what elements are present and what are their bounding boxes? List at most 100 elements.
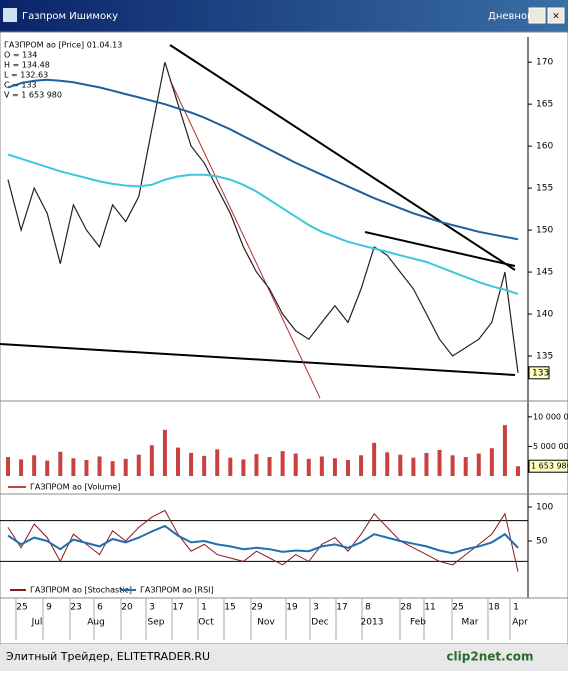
close-button[interactable] <box>547 7 565 24</box>
volume-bar <box>136 454 141 476</box>
day-label: 17 <box>172 603 183 613</box>
volume-bar <box>215 449 220 476</box>
volume-bar <box>293 453 298 476</box>
window-title: Газпром Ишимоку <box>22 11 118 22</box>
oscillator-line <box>7 509 519 572</box>
price-header: ГАЗПРОМ ao [Price] 01.04.13 <box>4 41 122 50</box>
last-price: 133 <box>532 368 549 378</box>
volume-bar <box>437 449 442 476</box>
trend-line <box>169 44 516 271</box>
day-label: 19 <box>286 603 298 613</box>
app-icon <box>3 8 17 22</box>
volume-bar <box>176 447 180 476</box>
legend-entry: ГАЗПРОМ ao [Volume] <box>30 483 120 492</box>
volume-bar <box>32 455 37 476</box>
day-label: 11 <box>424 603 435 613</box>
volume-bar <box>149 445 154 476</box>
month-label: Mar <box>462 618 479 628</box>
month-label: Oct <box>198 618 214 628</box>
volume-bar <box>411 457 416 476</box>
volume-bar <box>359 455 364 476</box>
month-label: Feb <box>410 618 426 628</box>
y-tick-label: 135 <box>536 352 553 362</box>
day-label: 29 <box>251 603 263 613</box>
ohlc-info: L = 132.63 <box>4 71 48 80</box>
close-icon: × <box>552 12 560 22</box>
month-label: Nov <box>257 618 275 628</box>
volume-bar <box>6 457 10 476</box>
day-label: 3 <box>313 603 319 613</box>
ohlc-info: O = 134 <box>4 51 37 60</box>
ohlc-info: V = 1 653 980 <box>4 91 62 100</box>
y-tick-label: 160 <box>536 142 553 152</box>
trend-line <box>169 79 321 399</box>
volume-bar <box>123 458 128 476</box>
y-tick-label: 165 <box>536 100 553 110</box>
volume-bar <box>71 458 76 476</box>
volume-bar <box>372 442 377 476</box>
last-price-box <box>528 366 550 380</box>
y-tick-label: 10 000 000 <box>533 412 568 421</box>
volume-bar <box>45 460 50 476</box>
volume-bar <box>489 448 494 476</box>
y-tick-label: 170 <box>536 58 553 68</box>
price-line <box>7 153 519 295</box>
month-label: 2013 <box>361 618 384 628</box>
y-tick-label: 50 <box>536 537 548 547</box>
last-volume-box <box>528 459 568 473</box>
legend-entry: ГАЗПРОМ ao [RSI] <box>140 586 214 595</box>
volume-bar <box>228 457 233 476</box>
month-label: Aug <box>87 618 105 628</box>
day-label: 25 <box>16 603 27 613</box>
volume-bar <box>97 456 102 476</box>
day-label: 23 <box>70 603 81 613</box>
volume-bar <box>58 451 63 476</box>
timeframe: Дневной <box>488 11 534 22</box>
footer-right: clip2net.com <box>446 650 533 664</box>
volume-bar <box>476 453 481 476</box>
day-label: 20 <box>121 603 133 613</box>
price-line <box>7 78 519 241</box>
last-volume: 1 653 980 <box>531 462 568 471</box>
volume-bar <box>84 460 89 476</box>
day-label: 1 <box>201 603 207 613</box>
y-tick-label: 145 <box>536 268 553 278</box>
volume-bar <box>267 457 272 476</box>
day-label: 3 <box>149 603 155 613</box>
volume-bar <box>110 461 115 476</box>
volume-bar <box>202 455 207 476</box>
legend-entry: ГАЗПРОМ ao [Stochastic] <box>30 586 132 595</box>
title-bar <box>0 0 568 32</box>
day-label: 9 <box>46 603 52 613</box>
volume-bar <box>319 456 324 476</box>
y-tick-label: 100 <box>536 503 553 513</box>
volume-bar <box>306 458 311 476</box>
volume-bar <box>502 425 507 476</box>
volume-bar <box>19 459 24 476</box>
volume-bar <box>241 459 246 476</box>
trend-line <box>0 343 516 376</box>
volume-bar <box>346 460 350 476</box>
chart-area <box>0 31 568 645</box>
volume-bar <box>516 466 520 476</box>
footer-left: Элитный Трейдер, ELITETRADER.RU <box>6 650 210 663</box>
ohlc-info: H = 134.48 <box>4 61 50 70</box>
month-label: Apr <box>512 618 528 628</box>
footer <box>0 644 568 671</box>
maximize-button[interactable] <box>528 7 546 24</box>
month-label: Dec <box>311 618 328 628</box>
volume-bar <box>424 452 429 476</box>
month-label: Sep <box>148 618 165 628</box>
day-label: 18 <box>488 603 500 613</box>
volume-bar <box>463 457 468 476</box>
volume-bar <box>385 452 390 476</box>
volume-bar <box>189 452 194 476</box>
oscillator-line <box>7 524 519 555</box>
volume-bar <box>280 451 285 476</box>
trend-line <box>364 231 516 267</box>
volume-bar <box>254 454 259 476</box>
y-tick-label: 150 <box>536 226 553 236</box>
day-label: 8 <box>365 603 371 613</box>
